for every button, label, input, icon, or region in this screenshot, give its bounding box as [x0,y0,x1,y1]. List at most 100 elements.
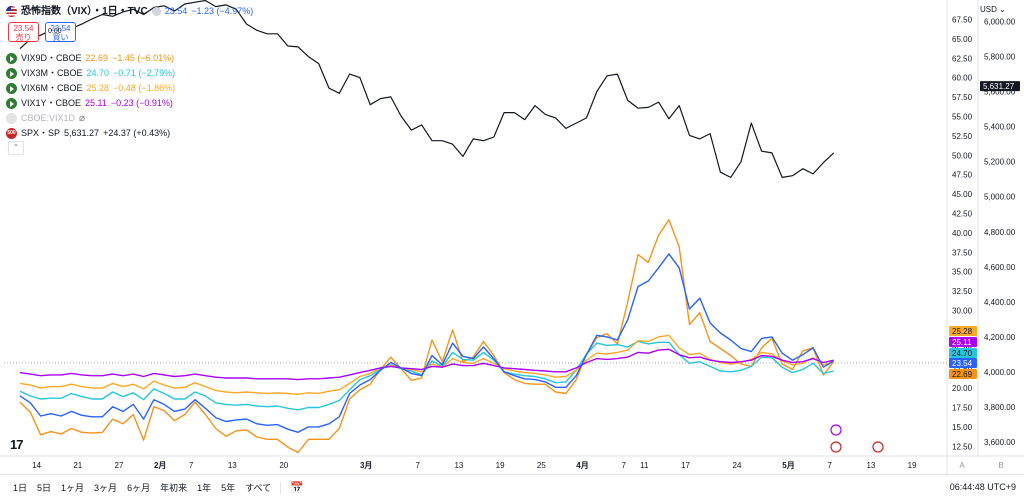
vix-axis-tick: 32.50 [952,287,973,296]
spx-axis-tick: 5,200.00 [984,158,1016,167]
axis-scale-button: A [959,461,965,470]
vix1d-badge-icon [6,113,17,124]
vix-axis-tick: 65.00 [952,35,973,44]
price-tag-bg [949,369,977,379]
play-icon [6,83,17,94]
range-button[interactable]: 6ヶ月 [127,483,151,493]
legend-series-name: VIX6M・CBOE [21,83,83,93]
spx-axis-tick: 6,000.00 [984,18,1016,27]
range-button[interactable]: 5年 [221,483,236,493]
legend-series-value: 22.69 [85,53,109,63]
vix-axis-tick: 40.00 [952,229,973,238]
vix-axis-tick: 42.50 [952,210,973,219]
price-tag-bg [949,358,977,368]
x-axis-tick: 11 [640,461,649,470]
vix-axis-tick: 12.50 [952,442,973,451]
trade-buttons: 23.54 売り 0.00 23.54 買い [8,22,76,42]
vix-axis-tick: 17.50 [952,404,973,413]
legend-row-vix1d[interactable]: CBOE:VIX1D ⌀ [6,111,253,126]
x-axis-tick: 17 [681,461,690,470]
lightning-event-icon [830,424,842,436]
spx-axis-tick: 5,800.00 [984,53,1016,62]
spx-axis-tick: 4,600.00 [984,263,1016,272]
x-axis-tick: 21 [73,461,82,470]
vix-axis-tick: 15.00 [952,423,973,432]
legend-row-spx[interactable]: 500 SPX・SP 5,631.27 +24.37 (+0.43%) [6,126,253,141]
main-series-title: 恐怖指数（VIX）・1日・TVC [21,6,148,17]
legend-hidden-name: CBOE:VIX1D [21,113,76,123]
price-tag-bg [949,326,977,336]
legend-series-change: −1.45 (−6.01%) [112,53,175,63]
x-axis-tick: 27 [115,461,124,470]
sell-button[interactable]: 23.54 売り [8,22,39,42]
currency-label: USD [980,5,997,14]
vix-axis-tick: 57.50 [952,93,973,102]
sell-price: 23.54 [13,24,34,33]
x-axis-tick: 20 [279,461,288,470]
range-button[interactable]: すべて [245,483,272,493]
vix-axis-tick: 55.00 [952,113,973,122]
vix-axis-tick: 67.50 [952,16,973,25]
legend-series-change: −0.23 (−0.91%) [110,98,173,108]
range-button[interactable]: 1日 [13,483,28,493]
price-tag-label: 24.70 [952,349,973,358]
x-axis-tick: 5月 [782,461,794,470]
price-tag-label: 25.28 [952,327,973,336]
vix-axis-tick: 30.00 [952,307,973,316]
spx-axis-tick: 5,000.00 [984,193,1016,202]
collapse-legend-button[interactable]: ⌃ [8,141,24,155]
play-icon [6,98,17,109]
main-series-change: −1.23 (−4.97%) [191,6,254,16]
legend-series-change: −0.71 (−2.79%) [113,68,176,78]
x-axis-tick: 7 [621,461,626,470]
price-tag-label: 25.11 [952,338,972,347]
range-button[interactable]: 3ヶ月 [94,483,118,493]
price-tag-bg [949,337,977,347]
vix-axis-tick: 35.00 [952,268,973,277]
chart-canvas[interactable]: 67.50 65.00 62.50 60.00 57.50 55.00 52.50 50.00… [0,0,1024,474]
legend-series-change: +24.37 (+0.43%) [103,128,171,138]
range-button[interactable]: 5日 [37,483,52,493]
legend-series-name: VIX1Y・CBOE [21,98,82,108]
legend-row[interactable]: VIX9D・CBOE 22.69 −1.45 (−6.01%) [6,51,253,66]
vix-axis-tick: 50.00 [952,151,973,160]
range-button[interactable]: 1ヶ月 [61,483,85,493]
vix-axis-tick: 47.50 [952,171,973,180]
x-axis-tick: 24 [733,461,742,470]
legend-title-row: 恐怖指数（VIX）・1日・TVC 23.54 −1.23 (−4.97%) [6,4,253,19]
spx-axis-tick: 4,000.00 [984,368,1016,377]
x-axis-tick: 19 [908,461,917,470]
us-flag-event-icon [830,441,842,453]
spx-axis-tick: 4,200.00 [984,333,1016,342]
x-axis-tick: 7 [415,461,420,470]
spx-axis-tick: 3,800.00 [984,403,1016,412]
toolbar-separator [280,481,282,494]
tradingview-logo: 17 [10,437,24,452]
main-series-value: 23.54 [164,6,188,16]
legend-row[interactable]: VIX1Y・CBOE 25.11 −0.23 (−0.91%) [6,96,253,111]
clock[interactable]: 06:44:48 UTC+9 [949,482,1016,492]
play-icon [6,53,17,64]
price-tag-label: 5,631.27 [983,82,1015,91]
x-axis-tick: 13 [454,461,463,470]
spread-value: 0.00 [48,28,62,35]
spx-badge-icon: 500 [6,128,17,139]
legend-series-value: 25.28 [86,83,110,93]
buy-button[interactable]: 23.54 買い [45,22,76,42]
x-axis-tick: 19 [496,461,505,470]
legend-row[interactable]: VIX3M・CBOE 24.70 −0.71 (−2.79%) [6,66,253,81]
legend-series-change: −0.48 (−1.86%) [113,83,176,93]
legend-row[interactable]: VIX6M・CBOE 25.28 −0.48 (−1.86%) [6,81,253,96]
us-flag-event-icon [872,441,884,453]
chart-legend: 恐怖指数（VIX）・1日・TVC 23.54 −1.23 (−4.97%) VI… [6,4,253,141]
play-icon [6,68,17,79]
series-line [19,348,834,381]
price-tag-bg [980,81,1020,92]
range-button[interactable]: 1年 [197,483,212,493]
bottom-toolbar: 1日 5日 1ヶ月 3ヶ月 6ヶ月 年初来 1年 5年 すべて 📅 06:44:48 UTC+9 [0,474,1024,500]
eye-crossed-icon[interactable]: ⌀ [79,113,86,124]
currency-selector[interactable]: USD ⌄ [980,5,1006,14]
range-button[interactable]: 年初来 [160,483,188,493]
calendar-icon[interactable]: 📅 [290,482,304,494]
market-status-icon [151,7,161,16]
